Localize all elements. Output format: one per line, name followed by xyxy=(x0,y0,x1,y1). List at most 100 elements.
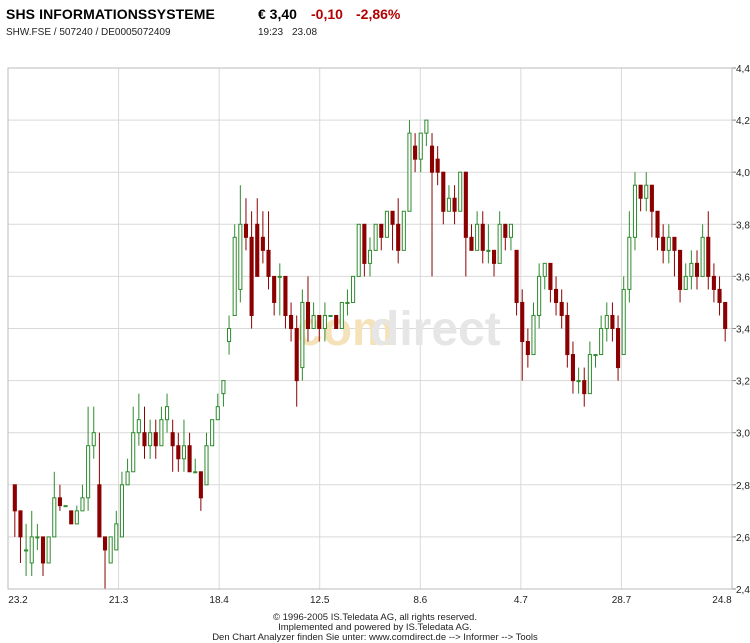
candle xyxy=(97,432,102,538)
candle-body xyxy=(181,445,187,460)
candle-body xyxy=(114,523,119,551)
candle-body xyxy=(491,249,497,264)
candle xyxy=(80,484,85,512)
candle xyxy=(458,171,463,212)
candle-body xyxy=(148,432,153,447)
candle xyxy=(272,275,277,316)
candle xyxy=(125,458,130,486)
candle-body xyxy=(243,223,249,238)
candle xyxy=(632,172,638,251)
candle-body xyxy=(390,210,395,225)
candle xyxy=(723,301,728,342)
candle xyxy=(367,237,373,277)
candle xyxy=(69,510,74,525)
candle-body xyxy=(232,236,237,316)
candle-body xyxy=(80,497,85,512)
candle xyxy=(413,133,418,173)
candle xyxy=(227,315,232,355)
candle-body xyxy=(604,314,609,330)
candle-body xyxy=(204,445,209,486)
candle xyxy=(621,276,626,356)
candle-body xyxy=(334,314,339,330)
y-tick-label: 3,2 xyxy=(736,377,750,388)
y-tick-label: 4,2 xyxy=(736,116,750,127)
candle xyxy=(238,185,243,303)
candle-body xyxy=(193,471,198,474)
candle xyxy=(576,367,581,394)
candle-body xyxy=(616,328,621,369)
candle xyxy=(74,505,79,525)
candle-body xyxy=(215,406,220,421)
candle xyxy=(418,132,423,173)
candle xyxy=(114,510,119,551)
candle-body xyxy=(272,275,277,303)
candle xyxy=(525,328,530,368)
candle xyxy=(328,314,333,317)
candle-body xyxy=(69,510,74,525)
candle-body xyxy=(300,301,305,369)
candle-body xyxy=(627,236,632,290)
candle xyxy=(424,119,429,147)
candle xyxy=(119,471,124,538)
candle-body xyxy=(689,262,694,277)
x-tick-label: 21.3 xyxy=(109,595,129,606)
security-codes: SHW.FSE / 507240 / DE0005072409 xyxy=(6,27,171,38)
candle xyxy=(593,354,598,368)
candle-body xyxy=(322,314,327,330)
candle-body xyxy=(35,536,40,539)
candle xyxy=(289,302,294,342)
candle-body xyxy=(131,432,136,473)
candle xyxy=(661,224,666,264)
candle xyxy=(249,211,254,329)
candle xyxy=(717,276,722,316)
candle xyxy=(610,302,615,342)
candle-body xyxy=(678,249,683,290)
candle-body xyxy=(255,223,260,277)
candle-body xyxy=(621,288,626,356)
candle-body xyxy=(576,380,581,383)
x-tick-label: 12.5 xyxy=(310,595,330,606)
candle-body xyxy=(463,171,468,238)
candle xyxy=(300,289,305,381)
candle-body xyxy=(587,354,592,395)
candle-body xyxy=(57,497,62,507)
candle-body xyxy=(666,236,671,251)
candle-body xyxy=(542,262,547,277)
quote-date: 23.08 xyxy=(292,27,318,38)
candle xyxy=(63,505,68,508)
candle-series xyxy=(12,119,728,589)
candle-body xyxy=(283,275,288,316)
candle xyxy=(35,523,40,550)
candle-body xyxy=(424,119,429,134)
candle xyxy=(317,314,322,342)
watermark-direct: direct xyxy=(370,303,501,356)
candle-body xyxy=(582,380,587,395)
y-tick-label: 4,0 xyxy=(736,168,750,179)
candle-body xyxy=(553,288,559,303)
candle xyxy=(159,406,164,447)
y-tick-label: 3,0 xyxy=(736,429,750,440)
candle xyxy=(514,249,519,316)
candle xyxy=(559,289,564,329)
candle-body xyxy=(52,497,57,538)
candle xyxy=(452,185,457,225)
candle-body xyxy=(40,536,46,564)
candle-body xyxy=(362,223,367,264)
candle-body xyxy=(672,236,677,251)
candle xyxy=(339,301,344,330)
candle-body xyxy=(429,145,435,173)
candle xyxy=(170,419,175,472)
candle xyxy=(305,276,311,342)
candle xyxy=(480,211,485,264)
candle xyxy=(29,510,34,576)
candle-body xyxy=(706,236,711,277)
candle-body xyxy=(413,145,418,160)
candle xyxy=(655,210,660,251)
candle xyxy=(672,236,677,277)
security-title: SHS INFORMATIONSSYSTEME xyxy=(6,6,215,22)
candle xyxy=(345,289,350,316)
candle-body xyxy=(373,223,378,251)
change-percent: -2,86% xyxy=(356,6,401,22)
candle-body xyxy=(210,419,215,447)
candle-body xyxy=(238,223,243,290)
